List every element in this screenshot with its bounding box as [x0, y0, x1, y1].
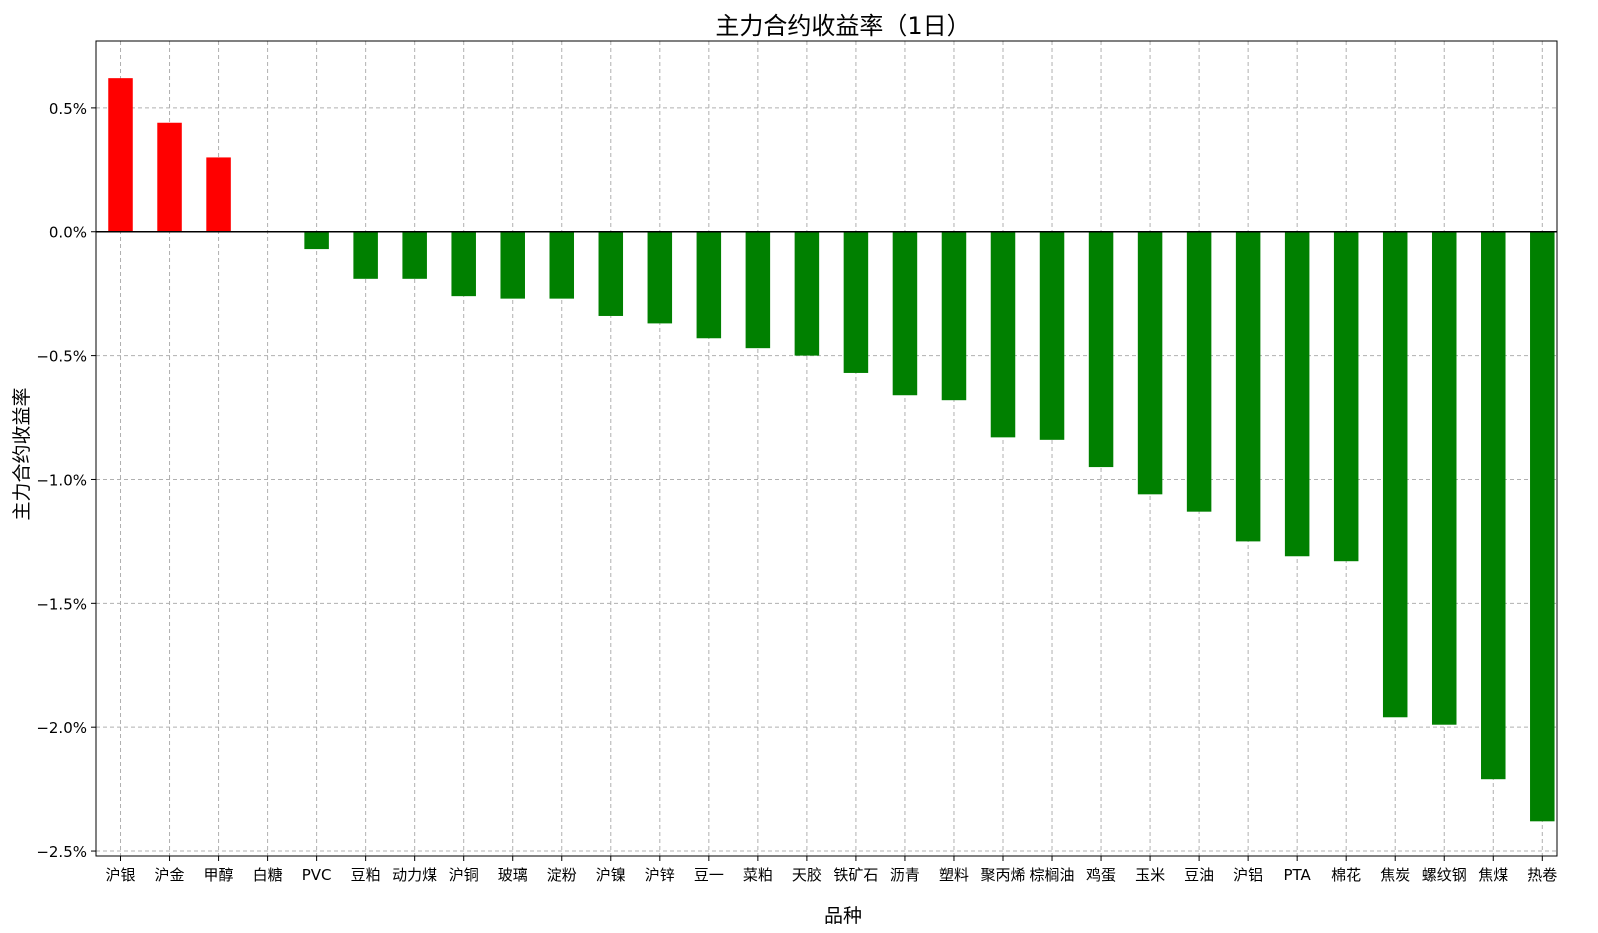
y-tick-label: 0.5% — [49, 100, 87, 118]
x-tick-label: 豆油 — [1184, 866, 1214, 884]
bar — [1431, 231, 1457, 725]
bar — [108, 78, 133, 232]
bar — [1284, 231, 1310, 557]
bar — [1039, 231, 1065, 440]
x-tick-label: 沪铜 — [449, 866, 479, 884]
y-tick-label: 0.0% — [49, 224, 87, 242]
x-tick-label: 棉花 — [1331, 866, 1361, 884]
y-tick-label: −2.0% — [36, 719, 87, 737]
y-axis-ticks: −2.5% −2.0% −1.5% −1.0% −0.5% 0.0% 0.5% — [36, 100, 96, 861]
bar — [353, 231, 378, 279]
y-tick-label: −1.0% — [36, 471, 87, 489]
bars — [108, 78, 1555, 822]
bar — [794, 231, 820, 356]
bar — [647, 231, 673, 324]
bar — [451, 231, 476, 297]
bar — [1382, 231, 1408, 718]
x-tick-label: 豆一 — [694, 866, 724, 884]
x-tick-label: 沪镍 — [596, 866, 626, 884]
x-tick-label: 淀粉 — [547, 866, 577, 884]
x-tick-label: 玉米 — [1135, 866, 1165, 884]
bar — [843, 231, 869, 373]
x-tick-label: 棕榈油 — [1030, 866, 1075, 884]
plot-frame — [95, 40, 1558, 857]
bar — [206, 157, 231, 232]
x-tick-label: 沪金 — [155, 866, 185, 884]
x-tick-label: 甲醇 — [204, 866, 234, 884]
bar — [1481, 231, 1506, 780]
x-tick-label: 热卷 — [1527, 866, 1557, 884]
x-tick-label: 菜粕 — [743, 866, 773, 884]
x-tick-label: 塑料 — [939, 866, 969, 884]
bar — [1235, 231, 1261, 542]
bar — [941, 231, 967, 401]
bar — [1530, 231, 1555, 822]
bar — [990, 231, 1016, 438]
y-tick-label: −1.5% — [36, 595, 87, 613]
x-tick-label: 白糖 — [253, 866, 283, 884]
x-tick-label: 沪银 — [106, 866, 136, 884]
bar — [500, 231, 525, 299]
x-tick-label: 聚丙烯 — [980, 866, 1025, 884]
x-tick-label: 螺纹钢 — [1422, 866, 1467, 884]
bar — [1186, 231, 1212, 512]
x-tick-label: 沪锌 — [645, 866, 675, 884]
x-tick-label: PTA — [1284, 866, 1312, 884]
y-tick-label: −0.5% — [36, 348, 87, 366]
x-tick-label: 沪铝 — [1233, 866, 1263, 884]
x-tick-label: 鸡蛋 — [1086, 866, 1116, 884]
x-tick-label: 豆粕 — [351, 866, 381, 884]
bar — [598, 231, 624, 316]
x-tick-label: 焦炭 — [1380, 866, 1410, 884]
bar — [402, 231, 427, 279]
bar — [1137, 231, 1163, 495]
y-tick-label: −2.5% — [36, 843, 87, 861]
bar — [745, 231, 771, 349]
bar — [1088, 231, 1114, 468]
x-tick-label: 天胶 — [792, 866, 822, 884]
x-axis-label: 品种 — [824, 905, 862, 927]
bar — [696, 231, 722, 339]
x-tick-label: 焦煤 — [1478, 866, 1508, 884]
bar — [892, 231, 918, 396]
chart-title: 主力合约收益率（1日） — [715, 12, 970, 40]
x-tick-label: 玻璃 — [498, 866, 528, 884]
bar — [157, 122, 182, 232]
bar — [549, 231, 575, 299]
bar — [1333, 231, 1359, 562]
x-tick-label: 动力煤 — [392, 866, 437, 884]
bar — [304, 231, 329, 250]
x-tick-label: 沥青 — [890, 866, 920, 884]
x-axis-ticks: 沪银 沪金 甲醇 白糖 PVC 豆粕 动力煤 沪铜 玻璃 淀粉 沪镍 沪锌 豆一 菜粕 天胶 铁矿石 沥青 塑料聚… — [106, 856, 1557, 884]
x-tick-label: PVC — [302, 866, 332, 884]
x-tick-label: 铁矿石 — [833, 866, 878, 884]
y-axis-label: 主力合约收益率 — [11, 387, 33, 520]
